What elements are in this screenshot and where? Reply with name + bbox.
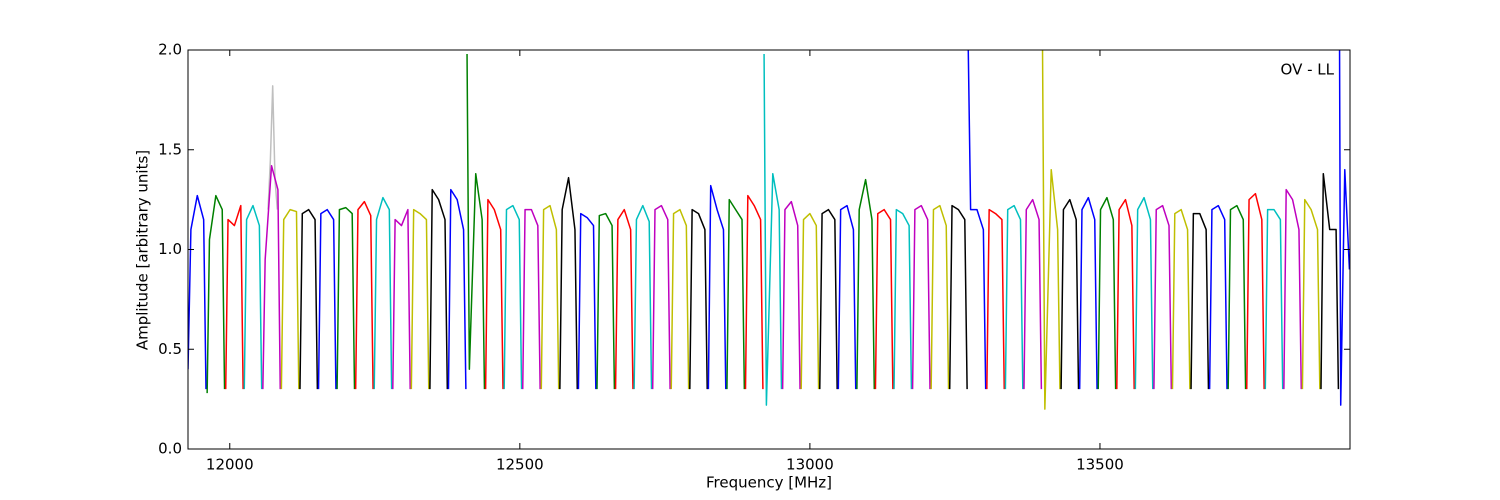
series-line (1190, 212, 1210, 390)
series-line (763, 53, 783, 406)
annotation: OV - LL (1281, 61, 1335, 79)
series-line (447, 188, 467, 390)
x-tick-label: 12000 (206, 456, 254, 474)
series-line (1227, 204, 1247, 390)
series-line (651, 204, 671, 390)
series-line (1041, 50, 1061, 410)
series-line (243, 204, 263, 390)
series-line (1060, 198, 1080, 390)
series-line (429, 188, 449, 390)
series-line (837, 204, 857, 390)
series-line (1116, 198, 1135, 390)
series-line (267, 85, 279, 210)
plot-frame (187, 49, 1351, 450)
series-line (1171, 208, 1191, 390)
x-tick-label: 13500 (1076, 456, 1124, 474)
series-line (1264, 208, 1284, 390)
series-line (299, 208, 319, 390)
series-line (392, 208, 411, 390)
series-line (596, 212, 616, 390)
series-line (633, 204, 653, 390)
series-line (188, 194, 207, 390)
series-line (466, 53, 486, 390)
series-line (893, 208, 913, 390)
series-line (874, 208, 894, 390)
plot-lines (188, 50, 1350, 410)
series-line (726, 198, 746, 390)
series-line (689, 208, 708, 390)
series-line (484, 198, 504, 390)
series-line (280, 208, 300, 390)
x-axis-label: Frequency [MHz] (706, 474, 832, 492)
series-line (1153, 204, 1173, 390)
series-line (744, 194, 764, 390)
series-line (930, 204, 950, 390)
series-line (707, 184, 727, 390)
series-line (986, 208, 1005, 390)
series-line (1320, 172, 1340, 390)
series-line (800, 212, 820, 390)
series-line (1078, 196, 1098, 390)
series-line (1097, 196, 1117, 390)
series-line (1301, 198, 1321, 390)
series-line (948, 204, 968, 390)
series-line (373, 196, 393, 390)
series-line (521, 208, 541, 390)
series-line (1245, 192, 1265, 390)
series-line (336, 206, 356, 390)
y-tick-label: 0.5 (158, 340, 182, 358)
y-axis-label: Amplitude [arbitrary units] (134, 150, 152, 350)
series-line (856, 178, 876, 390)
series-line (559, 176, 579, 390)
series-line (410, 208, 430, 390)
y-tick-label: 2.0 (158, 41, 182, 59)
series-line (262, 164, 281, 390)
series-line (1338, 50, 1350, 406)
x-tick-label: 12500 (496, 456, 544, 474)
series-line (503, 204, 523, 390)
series-line (911, 204, 931, 390)
series-line (1283, 188, 1303, 390)
series-line (317, 208, 337, 390)
series-line (1004, 204, 1024, 390)
series-line (1023, 198, 1043, 390)
y-tick-label: 0.0 (158, 440, 182, 458)
series-line (781, 200, 801, 390)
series-line (206, 194, 226, 394)
series-line (614, 208, 634, 390)
series-line (670, 208, 690, 390)
series-line (1208, 204, 1228, 390)
series-line (224, 204, 244, 390)
y-tick-label: 1.5 (158, 140, 182, 158)
series-line (1134, 196, 1154, 390)
x-tick-label: 13000 (786, 456, 834, 474)
series-line (577, 212, 597, 390)
series-line (354, 200, 374, 390)
series-line (967, 50, 987, 390)
series-line (819, 208, 838, 390)
y-tick-label: 1.0 (158, 240, 182, 258)
series-line (540, 204, 560, 390)
